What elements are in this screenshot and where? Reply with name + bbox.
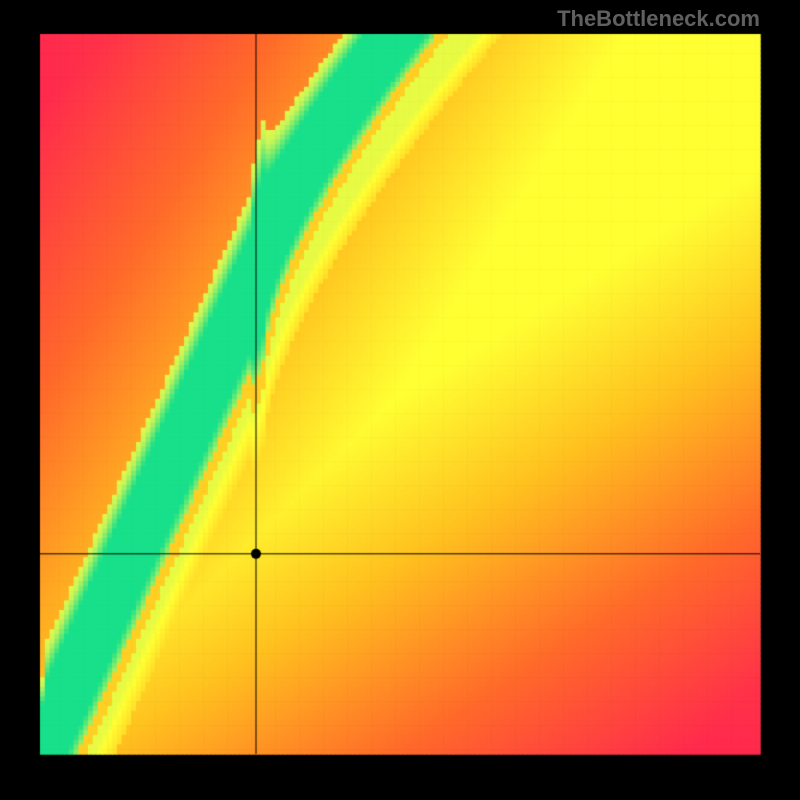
chart-container: TheBottleneck.com bbox=[0, 0, 800, 800]
watermark-text: TheBottleneck.com bbox=[557, 6, 760, 32]
bottleneck-heatmap bbox=[0, 0, 800, 800]
